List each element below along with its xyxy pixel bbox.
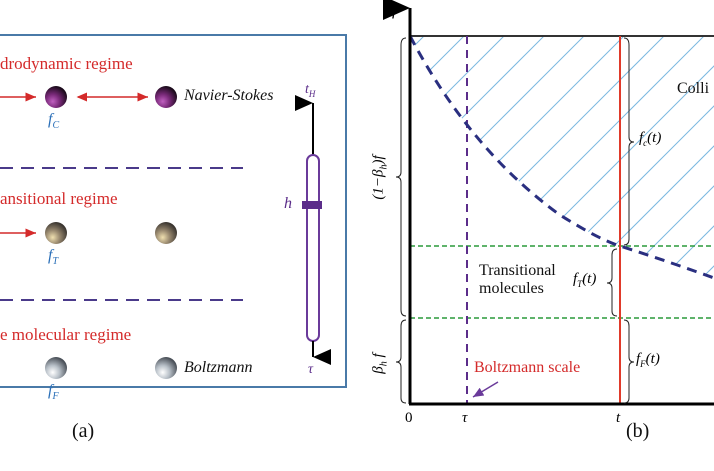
caption-a: (a) xyxy=(72,420,95,442)
sphere-hydrodynamic-2 xyxy=(155,86,177,108)
scale-bottom-label: τ xyxy=(308,362,314,377)
scale-top-label: tH xyxy=(305,82,316,99)
region-label-collision: Colli xyxy=(677,80,710,97)
brace-label-ft-t: fT(t) xyxy=(573,271,597,289)
equation-navier-stokes: Navier-Stokes xyxy=(184,87,274,104)
regime-title-hydrodynamic: drodynamic regime xyxy=(0,54,133,73)
region-label-transitional: Transitional molecules xyxy=(479,262,556,297)
panel-a-frame xyxy=(0,34,347,388)
caption-b: (b) xyxy=(626,420,650,442)
decay-curve xyxy=(408,35,714,280)
y-axis-label: f xyxy=(392,0,397,19)
collision-hatching xyxy=(410,36,714,278)
x-tick-tau: τ xyxy=(462,410,468,426)
sphere-transitional-1 xyxy=(45,222,67,244)
brace-label-beta: βh f xyxy=(370,353,390,374)
dist-label-ft: fT xyxy=(48,247,59,268)
scale-slider-track xyxy=(306,154,320,342)
equation-boltzmann: Boltzmann xyxy=(184,359,253,376)
scale-mid-label: h xyxy=(284,195,292,212)
sphere-free-molecular-2 xyxy=(155,357,177,379)
dist-label-fc: fC xyxy=(48,111,60,132)
boltzmann-scale-label: Boltzmann scale xyxy=(474,359,581,376)
regime-title-transitional: ansitional regime xyxy=(0,189,118,208)
sphere-free-molecular-1 xyxy=(45,357,67,379)
regime-title-free-molecular: e molecular regime xyxy=(0,325,132,344)
brace-label-fc-t: fc(t) xyxy=(639,130,662,148)
brace-label-one-minus-beta: (1−βh)f xyxy=(370,155,390,200)
x-tick-0: 0 xyxy=(405,410,413,426)
sphere-transitional-2 xyxy=(155,222,177,244)
dist-label-ff: fF xyxy=(48,382,59,403)
sphere-hydrodynamic-1 xyxy=(45,86,67,108)
x-tick-t: t xyxy=(616,410,621,426)
scale-slider-handle xyxy=(302,201,322,209)
brace-label-ff-t: fF(t) xyxy=(636,351,660,369)
